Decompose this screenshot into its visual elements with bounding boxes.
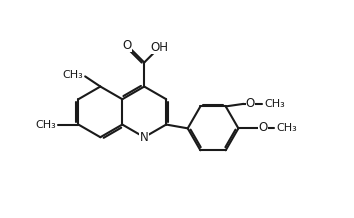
Text: CH₃: CH₃: [277, 123, 297, 133]
Text: CH₃: CH₃: [35, 119, 56, 129]
Text: O: O: [246, 97, 255, 110]
Text: OH: OH: [151, 41, 169, 53]
Text: O: O: [258, 121, 268, 134]
Text: O: O: [122, 39, 132, 52]
Text: N: N: [140, 131, 149, 144]
Text: CH₃: CH₃: [264, 99, 285, 109]
Text: CH₃: CH₃: [62, 70, 83, 80]
